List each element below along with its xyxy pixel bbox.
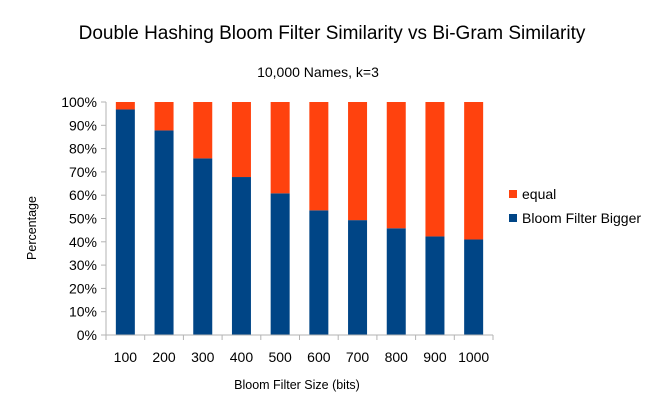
bar-bloom-filter-bigger-900 — [425, 236, 445, 335]
bar-bloom-filter-bigger-300 — [193, 158, 213, 335]
legend-label-equal: equal — [522, 186, 556, 202]
y-tick-label: 80% — [69, 141, 97, 157]
chart-title: Double Hashing Bloom Filter Similarity v… — [79, 23, 586, 44]
bar-equal-300 — [193, 102, 213, 159]
y-tick-label: 50% — [69, 211, 97, 227]
x-tick-label: 100 — [114, 349, 138, 365]
legend-swatch-equal — [509, 190, 517, 198]
y-tick-label: 0% — [77, 327, 97, 343]
bar-equal-100 — [115, 102, 135, 110]
bar-equal-200 — [154, 102, 174, 131]
legend-swatch-bloom-filter-bigger — [509, 214, 517, 222]
x-tick-label: 600 — [307, 349, 331, 365]
y-tick-label: 10% — [69, 304, 97, 320]
chart-subtitle: 10,000 Names, k=3 — [257, 64, 379, 80]
bar-bloom-filter-bigger-1000 — [464, 239, 484, 335]
x-tick-label: 800 — [385, 349, 409, 365]
bar-bloom-filter-bigger-500 — [270, 193, 290, 335]
bar-bloom-filter-bigger-700 — [348, 220, 368, 335]
bar-equal-400 — [231, 102, 251, 178]
y-tick-label: 30% — [69, 257, 97, 273]
bar-equal-800 — [386, 102, 406, 229]
y-tick-label: 60% — [69, 187, 97, 203]
bar-equal-700 — [348, 102, 368, 221]
bar-bloom-filter-bigger-400 — [231, 177, 251, 335]
legend: equal Bloom Filter Bigger — [509, 186, 641, 226]
y-axis-label: Percentage — [25, 196, 39, 260]
bar-equal-900 — [425, 102, 445, 237]
x-tick-label: 700 — [346, 349, 370, 365]
bar-bloom-filter-bigger-600 — [309, 210, 329, 335]
bar-equal-1000 — [464, 102, 484, 240]
y-tick-label: 90% — [69, 117, 97, 133]
legend-label-bloom-filter-bigger: Bloom Filter Bigger — [522, 210, 641, 226]
x-tick-label: 900 — [423, 349, 447, 365]
y-tick-label: 20% — [69, 280, 97, 296]
bar-bloom-filter-bigger-200 — [154, 130, 174, 335]
y-tick-label: 100% — [61, 94, 97, 110]
bar-bloom-filter-bigger-800 — [386, 228, 406, 335]
x-tick-label: 200 — [152, 349, 176, 365]
x-tick-label: 1000 — [458, 349, 489, 365]
y-tick-label: 70% — [69, 164, 97, 180]
bar-equal-500 — [270, 102, 290, 194]
bar-equal-600 — [309, 102, 329, 211]
y-tick-label: 40% — [69, 234, 97, 250]
x-tick-label: 500 — [268, 349, 292, 365]
bar-bloom-filter-bigger-100 — [115, 109, 135, 336]
x-tick-label: 400 — [230, 349, 254, 365]
x-axis-label: Bloom Filter Size (bits) — [234, 378, 360, 392]
bars-group — [115, 102, 484, 336]
axes-group: 0% 10% 20% 30% 40% 50% 60% 70% 80% 90% 100% 100 200 3… — [61, 94, 494, 365]
x-tick-label: 300 — [191, 349, 215, 365]
